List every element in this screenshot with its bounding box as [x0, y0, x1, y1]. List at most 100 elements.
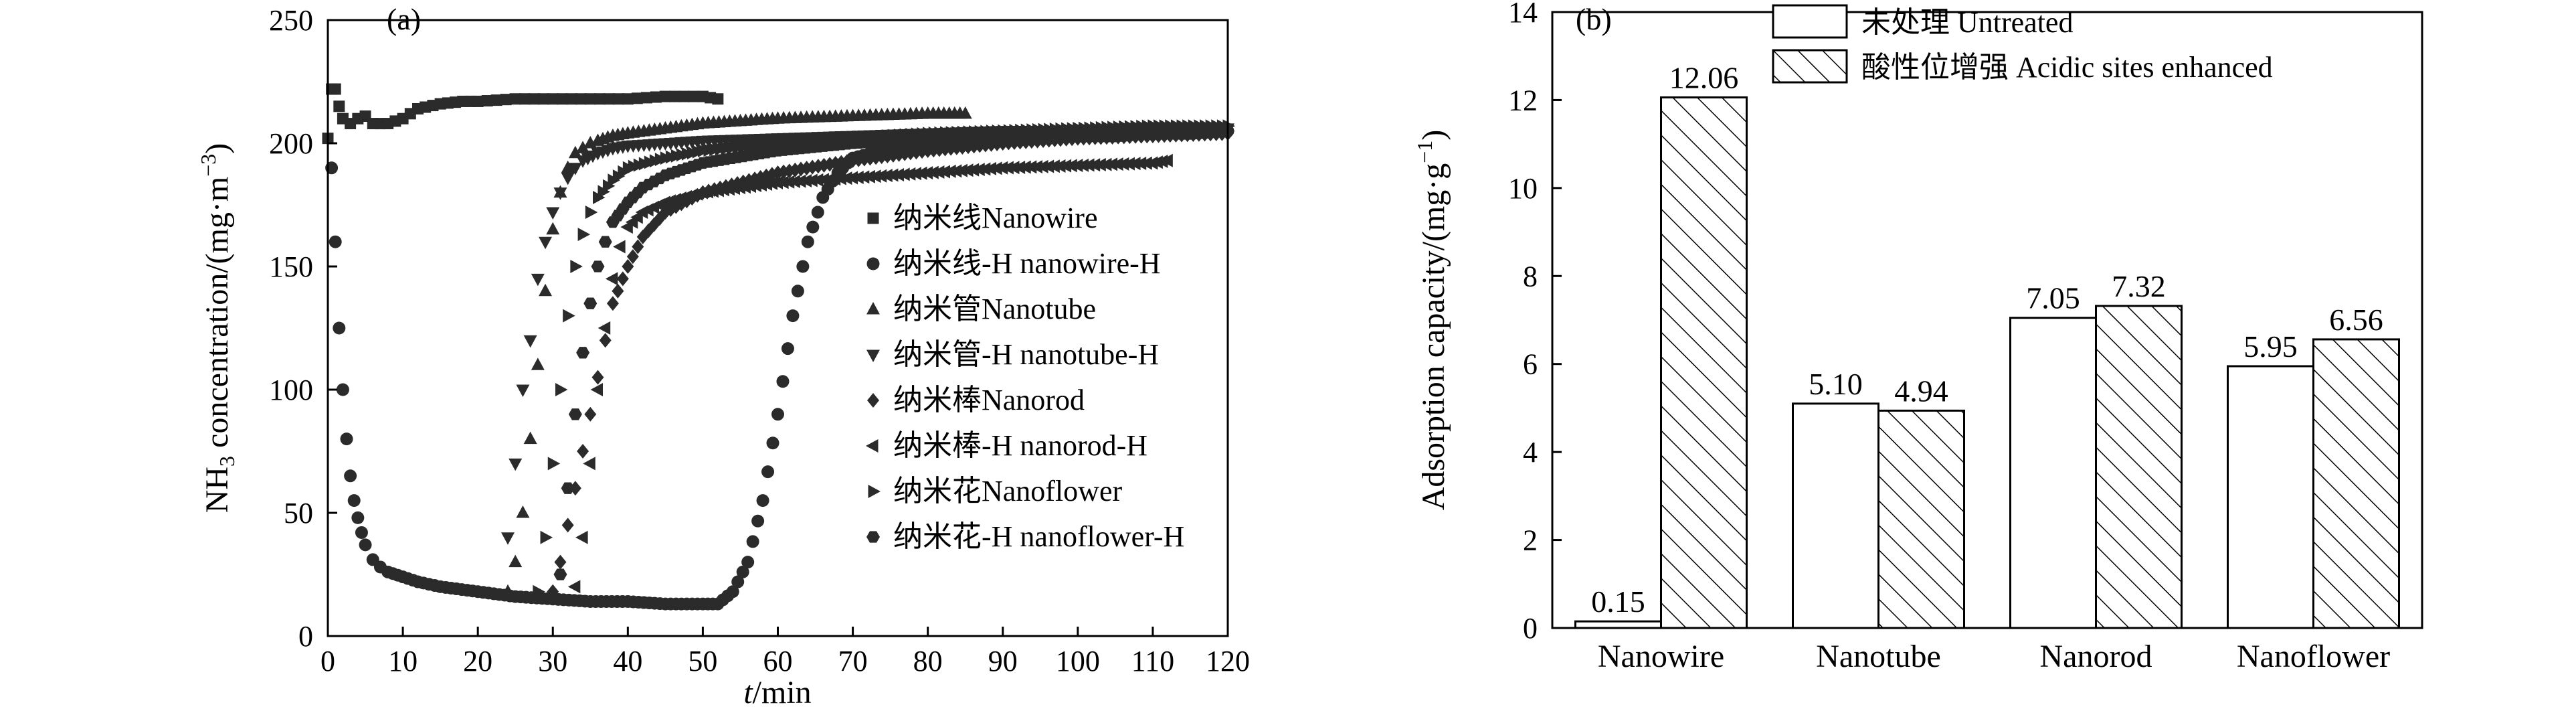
- panel-a-data-point: [717, 183, 729, 197]
- panel-b-y-axis-label: Adsorption capacity/(mg·g−1): [1412, 130, 1451, 511]
- panel-a-data-point: [597, 321, 611, 335]
- panel-a-data-point: [891, 167, 905, 181]
- panel-a-data-point: [336, 383, 349, 396]
- panel-a-data-point: [632, 239, 644, 254]
- panel-a-data-point: [547, 584, 559, 599]
- panel-b-legend-swatch: [1772, 4, 1848, 39]
- panel-a-data-point: [920, 166, 933, 180]
- panel-a-data-point: [603, 93, 615, 105]
- panel-a-data-point: [897, 167, 910, 181]
- panel-a-data-point: [565, 93, 577, 105]
- panel-b-category-label: Nanorod: [2040, 639, 2152, 674]
- panel-a-data-point: [1160, 153, 1173, 167]
- panel-a-data-point: [523, 431, 537, 445]
- panel-b-plot-frame: [1551, 11, 2423, 629]
- panel-a-data-point: [937, 165, 951, 179]
- panel-b-y-tick-label: 4: [1523, 436, 1538, 469]
- panel-a-data-point: [347, 494, 361, 507]
- panel-a-data-point: [695, 185, 708, 200]
- panel-a-data-point: [561, 482, 575, 494]
- panel-b-bar-value-label: 7.32: [2112, 269, 2166, 303]
- panel-a-x-tick-label: 30: [538, 645, 567, 678]
- panel-a-data-point: [612, 283, 624, 299]
- panel-a-data-point: [966, 163, 980, 177]
- panel-b-bar-enhanced: [1877, 409, 1965, 629]
- panel-b-y-tick-label: 0: [1523, 612, 1538, 645]
- panel-a-y-tick-label: 250: [269, 4, 313, 37]
- panel-a-legend-marker: [868, 485, 881, 498]
- panel-a-data-point: [523, 335, 537, 348]
- panel-a-data-point: [990, 161, 1002, 175]
- panel-a-data-point: [481, 95, 493, 107]
- panel-a-data-point: [540, 530, 553, 544]
- panel-b-bar-value-label: 6.56: [2329, 303, 2383, 337]
- panel-a-data-point: [659, 90, 671, 102]
- panel-b-category-label: Nanowire: [1598, 639, 1724, 674]
- panel-b-y-tick-label: 10: [1508, 172, 1538, 205]
- panel-a-data-point: [553, 568, 567, 580]
- panel-a-data-point: [500, 94, 512, 106]
- panel-a-series-7: [553, 125, 1234, 580]
- panel-a-x-tick-label: 100: [1056, 645, 1100, 678]
- panel-a-data-point: [340, 432, 353, 446]
- panel-a-series-5: [567, 153, 1173, 594]
- panel-b-y-tick-label: 8: [1523, 260, 1538, 293]
- panel-a-x-tick-label: 80: [913, 645, 943, 678]
- panel-a-data-point: [839, 171, 852, 185]
- panel-a-data-point: [590, 383, 603, 396]
- panel-a-x-tick-label: 0: [320, 645, 335, 678]
- panel-a-data-point: [791, 285, 804, 298]
- panel-a-x-tick-label: 120: [1206, 645, 1250, 678]
- panel-a-data-point: [351, 511, 365, 524]
- panel-a-y-tick-label: 150: [269, 250, 313, 283]
- panel-a-data-point: [701, 185, 713, 199]
- panel-a-data-point: [759, 177, 772, 191]
- panel-a-data-point: [805, 173, 818, 187]
- panel-a-data-point: [746, 535, 759, 548]
- panel-a-data-point: [531, 273, 545, 287]
- panel-a-legend-label: 纳米棒-H nanorod-H: [893, 429, 1147, 462]
- panel-a-data-point: [810, 173, 824, 187]
- panel-a-data-point: [741, 556, 755, 569]
- panel-a-data-point: [961, 163, 974, 177]
- panel-a-data-point: [781, 175, 795, 189]
- panel-a-data-point: [786, 309, 800, 323]
- panel-a-data-point: [915, 166, 927, 180]
- panel-b-y-tick-label: 2: [1523, 524, 1538, 557]
- panel-a-legend-label: 纳米管-H nanotube-H: [893, 338, 1159, 371]
- panel-a-data-point: [776, 375, 790, 388]
- panel-a-data-point: [678, 90, 690, 102]
- panel-a-data-point: [793, 174, 806, 188]
- panel-a-data-point: [738, 180, 751, 194]
- panel-a-series-0: [322, 83, 724, 145]
- panel-a-data-point: [631, 92, 643, 104]
- panel-a-data-point: [556, 93, 568, 105]
- panel-a-data-point: [516, 384, 530, 397]
- panel-a-data-point: [1145, 156, 1158, 170]
- panel-a-data-point: [736, 565, 749, 578]
- panel-a-data-point: [822, 172, 835, 186]
- panel-a-data-point: [650, 91, 662, 103]
- panel-a-data-point: [756, 494, 769, 507]
- panel-a-data-point: [584, 93, 596, 105]
- panel-b-bar-value-label: 5.10: [1809, 367, 1863, 401]
- panel-a-data-point: [583, 297, 597, 309]
- panel-a-legend-marker: [866, 302, 880, 315]
- panel-b-bar-value-label: 7.05: [2026, 281, 2080, 315]
- panel-a-data-point: [816, 173, 829, 187]
- panel-a-data-point: [622, 93, 634, 105]
- panel-a-x-tick-label: 110: [1131, 645, 1174, 678]
- panel-a-data-point: [344, 469, 357, 483]
- panel-a-data-point: [528, 93, 540, 105]
- panel-a-data-point: [776, 175, 789, 189]
- panel-a-data-point: [539, 283, 553, 297]
- panel-a-data-point: [561, 160, 575, 173]
- panel-a-data-point: [583, 457, 595, 471]
- panel-a-y-axis-label: NH3 concentration/(mg·m−3): [196, 143, 239, 514]
- panel-a-data-point: [777, 164, 790, 179]
- panel-b-bars: 0.15 12.06 5.10 4.94 7.05 7.32 5.95 6.56: [1574, 60, 2400, 629]
- panel-b-y-tick-label: 14: [1508, 0, 1538, 29]
- panel-a-x-tick-label: 50: [688, 645, 717, 678]
- panel-a-data-point: [909, 167, 921, 181]
- panel-a-data-point: [585, 206, 598, 220]
